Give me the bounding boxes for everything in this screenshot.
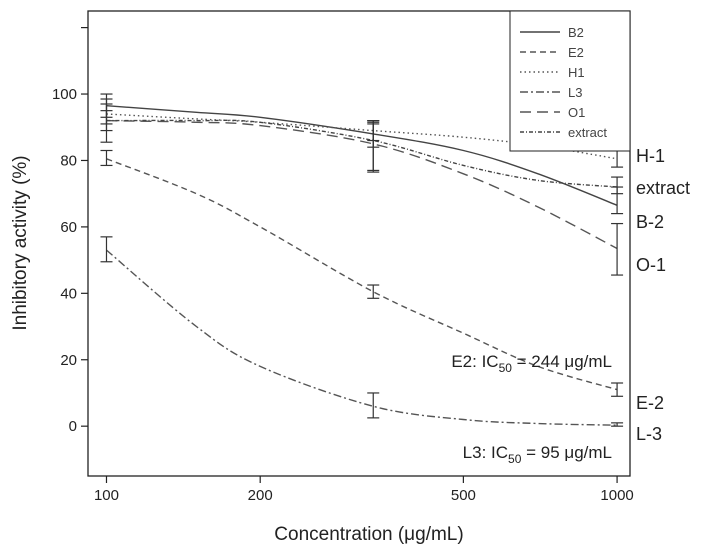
y-tick-label: 60 <box>60 219 77 236</box>
error-bar-l3 <box>611 422 624 427</box>
y-axis-title: Inhibitory activity (%) <box>10 155 31 330</box>
y-axis: 0 20 40 60 80 100 <box>52 27 88 435</box>
legend-box <box>509 10 631 152</box>
series-layer <box>106 105 618 426</box>
error-bar-layer <box>100 93 624 427</box>
end-labels: B-2 E-2 H-1 L-3 O-1 extract <box>636 146 690 444</box>
end-label-b2: B-2 <box>636 212 664 232</box>
series-line-l3 <box>106 249 618 426</box>
end-label-extract: extract <box>636 178 690 198</box>
plot-frame <box>87 10 631 477</box>
legend: B2 E2 H1 L3 O1 extract <box>509 10 631 152</box>
x-axis-title: Concentration (μg/mL) <box>274 524 463 545</box>
error-bar-e2 <box>611 382 624 397</box>
annotation-e2-ic50: E2: IC50 = 244 μg/mL <box>451 352 612 375</box>
x-tick-label: 200 <box>248 487 273 504</box>
error-bar-l3 <box>100 236 113 263</box>
error-bar-e2 <box>100 149 113 167</box>
legend-label-b2: B2 <box>568 25 584 40</box>
end-label-l3: L-3 <box>636 424 662 444</box>
error-bar-e2 <box>367 284 380 299</box>
series-line-o1 <box>106 119 618 250</box>
y-tick-label: 0 <box>69 418 77 435</box>
x-tick-label: 100 <box>94 487 119 504</box>
x-tick-label: 500 <box>451 487 476 504</box>
legend-label-l3: L3 <box>568 85 582 100</box>
y-tick-label: 100 <box>52 86 77 103</box>
x-axis: 100 200 500 1000 <box>94 476 634 504</box>
error-bar-l3 <box>367 392 380 419</box>
y-tick-label: 20 <box>60 352 77 369</box>
legend-label-o1: O1 <box>568 105 585 120</box>
legend-label-extract: extract <box>568 125 607 140</box>
annotation-l3-ic50: L3: IC50 = 95 μg/mL <box>463 443 612 466</box>
y-tick-label: 80 <box>60 152 77 169</box>
error-bar-extract <box>100 110 113 132</box>
end-label-h1: H-1 <box>636 146 665 166</box>
end-label-e2: E-2 <box>636 393 664 413</box>
end-label-o1: O-1 <box>636 255 666 275</box>
error-bar-extract <box>367 121 380 173</box>
error-bar-extract <box>611 176 624 195</box>
legend-label-h1: H1 <box>568 65 585 80</box>
x-tick-label: 1000 <box>600 487 633 504</box>
legend-label-e2: E2 <box>568 45 584 60</box>
error-bar-o1 <box>611 222 624 276</box>
error-bar-h1 <box>611 149 624 168</box>
y-tick-label: 40 <box>60 285 77 302</box>
